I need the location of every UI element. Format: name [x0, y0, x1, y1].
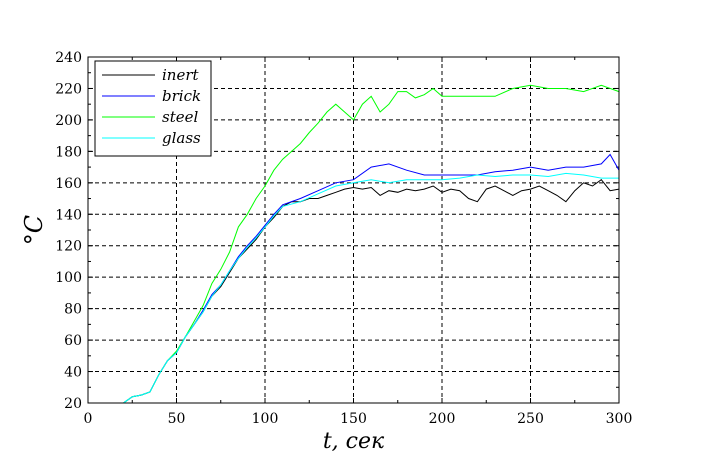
legend-label-brick: brick	[162, 87, 201, 105]
y-tick-label: 120	[55, 239, 82, 255]
y-tick-label: 80	[64, 302, 82, 318]
legend-label-steel: steel	[162, 108, 198, 126]
y-tick-label: 40	[64, 365, 82, 381]
x-tick-label: 200	[429, 411, 456, 427]
x-tick-label: 250	[517, 411, 544, 427]
y-tick-label: 180	[55, 144, 82, 160]
x-tick-label: 0	[84, 411, 93, 427]
series-line-glass	[88, 172, 619, 404]
y-tick-label: 140	[55, 207, 82, 223]
y-tick-label: 160	[55, 176, 82, 192]
legend-box	[94, 60, 212, 157]
x-tick-label: 300	[606, 411, 633, 427]
x-tick-label: 100	[252, 411, 279, 427]
legend-label-glass: glass	[162, 129, 201, 147]
y-tick-label: 200	[55, 113, 82, 129]
series-line-steel	[88, 84, 620, 404]
plot-frame	[87, 56, 620, 404]
y-tick-label: 220	[55, 81, 82, 97]
x-axis-label: t, сек	[323, 429, 385, 454]
legend-label-inert: inert	[162, 66, 200, 84]
y-tick-label: 240	[55, 50, 82, 66]
y-axis-label: °C	[20, 215, 48, 245]
y-tick-label: 20	[64, 396, 82, 412]
x-tick-label: 50	[168, 411, 186, 427]
y-tick-label: 100	[55, 270, 82, 286]
y-tick-label: 60	[64, 333, 82, 349]
x-tick-label: 150	[340, 411, 367, 427]
